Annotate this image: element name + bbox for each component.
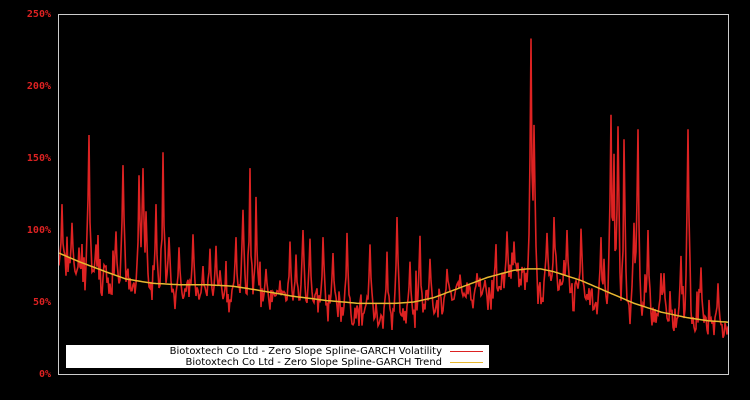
legend-swatch-red: [450, 351, 483, 352]
volatility-series: [58, 38, 729, 338]
y-tick-250: 250%: [26, 9, 51, 20]
y-tick-0: 0%: [38, 369, 51, 380]
legend-swatch-gold: [450, 362, 483, 363]
legend-label: Biotoxtech Co Ltd - Zero Slope Spline-GA…: [169, 346, 442, 357]
y-tick-150: 150%: [26, 153, 51, 164]
y-tick-100: 100%: [26, 225, 51, 236]
legend-label: Biotoxtech Co Ltd - Zero Slope Spline-GA…: [185, 357, 443, 368]
plot-frame: [58, 14, 729, 375]
y-tick-50: 50%: [32, 297, 51, 308]
y-tick-200: 200%: [26, 81, 51, 92]
trend-series: [58, 252, 729, 323]
legend-item-trend: Biotoxtech Co Ltd - Zero Slope Spline-GA…: [185, 357, 483, 368]
legend-item-volatility: Biotoxtech Co Ltd - Zero Slope Spline-GA…: [170, 346, 483, 357]
volatility-line: [58, 38, 729, 338]
chart-legend: Biotoxtech Co Ltd - Zero Slope Spline-GA…: [66, 345, 489, 368]
